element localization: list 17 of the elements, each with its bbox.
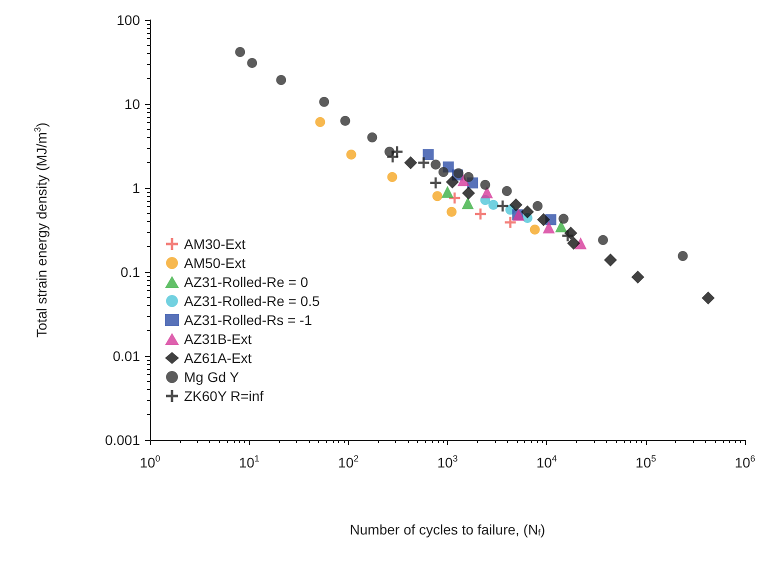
y-axis-title: Total strain energy density (MJ/m3) [32,122,50,338]
legend-label: ZK60Y R=inf [184,388,264,404]
legend-label: AZ31B-Ext [184,331,252,347]
legend-label: AM30-Ext [184,236,246,252]
legend-label: AM50-Ext [184,255,246,271]
y-tick-label: 10 [124,96,140,112]
x-axis-title: Number of cycles to failure, (Nf) [350,522,546,538]
legend-label: Mg Gd Y [184,369,240,385]
y-tick-label: 1 [132,180,140,196]
legend-label: AZ31-Rolled-Rs = -1 [184,312,312,328]
legend-label: AZ31-Rolled-Re = 0 [184,274,308,290]
legend-label: AZ61A-Ext [184,350,252,366]
y-tick-label: 100 [116,12,140,28]
y-tick-label: 0.01 [112,348,140,364]
legend-label: AZ31-Rolled-Re = 0.5 [184,293,320,309]
y-tick-label: 0.001 [104,432,140,448]
y-tick-label: 0.1 [120,264,140,280]
